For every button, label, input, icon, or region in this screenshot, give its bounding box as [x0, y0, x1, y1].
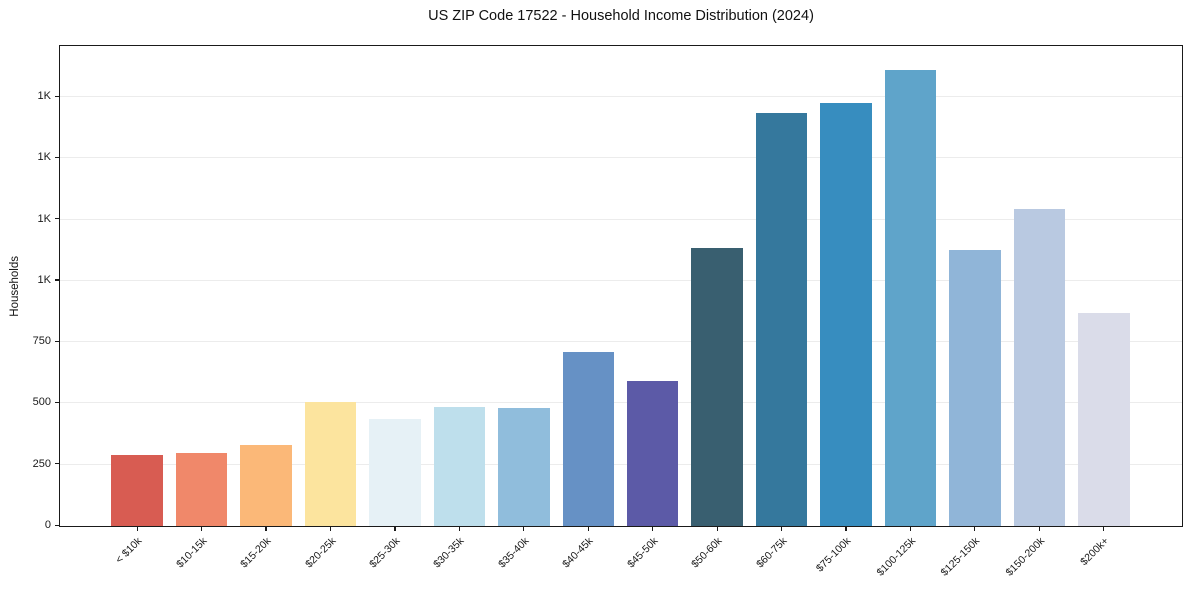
- y-gridline: [60, 157, 1182, 159]
- x-tick-mark: [394, 526, 396, 531]
- x-tick-mark: [974, 526, 976, 531]
- bar: [304, 402, 357, 526]
- x-tick-mark: [523, 526, 525, 531]
- x-tick-label: $35-40k: [496, 535, 532, 571]
- y-tick-label: 1K: [37, 273, 51, 286]
- x-tick-label: $50-60k: [689, 535, 725, 571]
- plot-area: 0 250 500 750 1K 1K 1K 1K < $10k $10-15k $15-20k $2…: [33, 45, 1183, 579]
- x-tick-mark: [652, 526, 654, 531]
- y-tick-label: 0: [44, 519, 51, 531]
- x-tick-label: $200k+: [1078, 535, 1112, 569]
- x-tick-label: $125-150k: [938, 535, 983, 579]
- bar: [498, 408, 550, 526]
- bar: [111, 454, 163, 526]
- x-tick-mark: [587, 526, 589, 531]
- chart-title: US ZIP Code 17522 - Household Income Dis…: [428, 8, 814, 24]
- y-tick-mark: [55, 95, 60, 97]
- x-tick-label: $45-50k: [624, 535, 661, 571]
- bar: [433, 407, 486, 526]
- x-tick-mark: [1038, 526, 1040, 531]
- y-gridline: [60, 279, 1182, 281]
- bar: [562, 352, 615, 526]
- y-tick-label: 500: [32, 396, 51, 409]
- y-tick-label: 250: [32, 457, 51, 470]
- y-tick-mark: [55, 218, 60, 220]
- x-tick-mark: [265, 526, 267, 531]
- bar: [1078, 312, 1130, 526]
- y-gridline: [60, 96, 1182, 98]
- y-gridline: [60, 402, 1182, 404]
- y-tick-mark: [55, 401, 60, 404]
- y-tick-mark: [55, 524, 60, 526]
- y-tick-mark: [55, 340, 60, 342]
- y-tick-label: 750: [32, 335, 51, 348]
- x-tick-mark: [136, 526, 138, 531]
- x-tick-label: $40-45k: [560, 535, 596, 571]
- y-tick-label: 1K: [37, 151, 51, 164]
- bar: [949, 250, 1001, 526]
- y-tick-mark: [55, 463, 60, 465]
- bar: [175, 452, 228, 526]
- bar: [626, 381, 679, 526]
- x-tick-label: $30-35k: [431, 535, 467, 571]
- y-tick-mark: [55, 279, 60, 281]
- y-axis-label-container: Households: [4, 45, 26, 527]
- bar: [820, 103, 872, 526]
- x-tick-mark: [1103, 526, 1105, 531]
- x-tick-mark: [909, 526, 912, 531]
- bar: [691, 247, 743, 526]
- y-gridline: [60, 463, 1182, 465]
- bar: [1013, 208, 1066, 526]
- x-tick-label: $20-25k: [302, 535, 339, 571]
- y-tick-label: 1K: [37, 212, 51, 225]
- y-tick-label: 1K: [37, 90, 51, 103]
- x-tick-mark: [458, 526, 460, 531]
- x-tick-label: $150-200k: [1003, 535, 1047, 579]
- x-tick-label: $75-100k: [814, 535, 854, 575]
- x-tick-mark: [329, 526, 332, 531]
- x-tick-label: $25-30k: [367, 535, 403, 571]
- bar: [755, 113, 808, 526]
- x-tick-label: $10-15k: [173, 535, 210, 571]
- x-tick-mark: [845, 526, 847, 531]
- y-tick-mark: [55, 156, 60, 159]
- bar: [240, 445, 292, 526]
- bar: [369, 419, 421, 526]
- y-gridline: [60, 218, 1182, 220]
- x-tick-label: < $10k: [113, 535, 145, 566]
- y-axis-label: Households: [9, 255, 21, 317]
- x-tick-mark: [716, 526, 718, 531]
- x-tick-label: $15-20k: [238, 535, 274, 571]
- bar: [884, 70, 937, 526]
- x-tick-mark: [780, 526, 783, 531]
- x-tick-label: $60-75k: [753, 535, 790, 571]
- x-tick-label: $100-125k: [874, 535, 918, 579]
- y-gridline: [60, 341, 1182, 343]
- x-tick-mark: [201, 526, 203, 531]
